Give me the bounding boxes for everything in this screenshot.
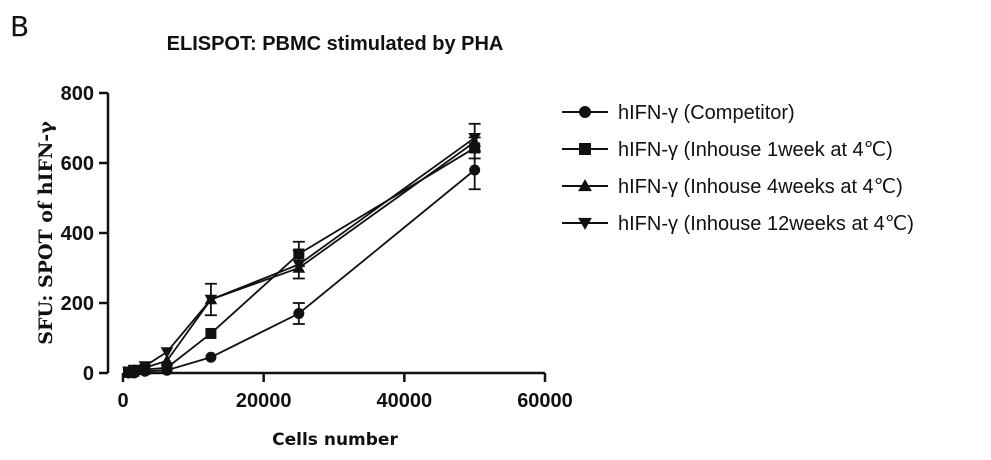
data-point (161, 362, 173, 374)
data-point (468, 133, 481, 145)
x-tick-label: 40000 (377, 390, 433, 412)
legend: hIFN-γ (Competitor) hIFN-γ (Inhouse 1week… (562, 102, 914, 235)
legend-marker (578, 217, 592, 230)
x-tick-label: 20000 (236, 390, 292, 412)
y-tick-label: 400 (61, 223, 94, 245)
data-point (138, 361, 152, 373)
x-tick-label: 0 (117, 390, 128, 412)
legend-marker (578, 179, 592, 192)
panel-letter: B (10, 10, 30, 43)
y-tick-label: 200 (61, 293, 94, 315)
data-point (160, 354, 174, 366)
legend-marker (579, 106, 591, 118)
y-tick-label: 800 (61, 83, 94, 105)
y-tick-label: 600 (61, 153, 94, 175)
y-axis-title: SFU: SPOT of hIFN-γ (35, 121, 57, 345)
x-tick-label: 60000 (517, 390, 573, 412)
x-axis-title: Cells number (272, 430, 398, 450)
plot-area: 0 20000 40000 60000 0 200 400 600 800 (61, 83, 573, 412)
legend-label: hIFN-γ (Competitor) (618, 102, 795, 124)
legend-label: hIFN-γ (Inhouse 12weeks at 4℃) (618, 213, 914, 235)
data-point (205, 351, 217, 363)
data-point (469, 164, 481, 176)
data-point (205, 327, 217, 339)
data-point (127, 364, 141, 376)
data-point (292, 259, 306, 271)
data-point (204, 294, 218, 306)
chart-title: ELISPOT: PBMC stimulated by PHA (167, 33, 504, 55)
legend-marker (579, 143, 591, 155)
data-point (160, 347, 174, 359)
data-point (293, 308, 305, 319)
legend-label: hIFN-γ (Inhouse 4weeks at 4℃) (618, 176, 903, 198)
y-tick-label: 0 (83, 363, 94, 385)
legend-label: hIFN-γ (Inhouse 1week at 4℃) (618, 139, 893, 161)
